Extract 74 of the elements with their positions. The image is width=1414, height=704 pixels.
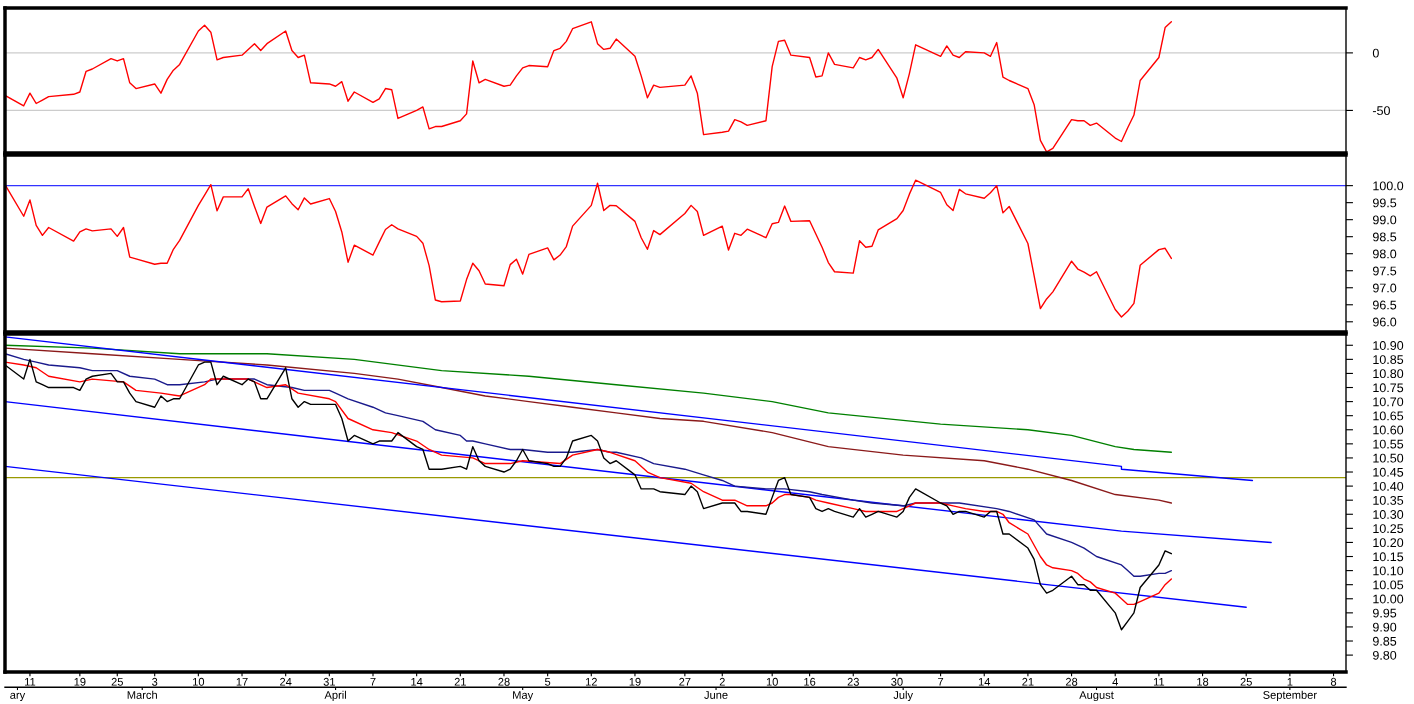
x-tick-label: 25 (1240, 677, 1252, 686)
x-tick-label: 5 (544, 677, 551, 686)
y-tick-label: -50 (1372, 106, 1390, 116)
y-tick-label: 10.65 (1373, 411, 1404, 421)
y-tick-label: 10.20 (1373, 538, 1404, 548)
x-tick-label: 23 (847, 677, 859, 686)
y-tick-label: 0 (1372, 48, 1379, 58)
y-tick-label: 97.5 (1372, 266, 1397, 276)
y-tick-label: 10.30 (1373, 510, 1404, 519)
x-tick-label: 30 (891, 677, 903, 686)
y-tick-label: 98.5 (1372, 232, 1397, 242)
y-tick-label: 9.95 (1372, 608, 1397, 618)
x-tick-label: 16 (804, 677, 816, 686)
x-tick-label: 17 (236, 677, 248, 686)
x-tick-label: 24 (280, 677, 292, 686)
x-tick-label: 28 (498, 677, 510, 686)
y-tick-label: 10.45 (1373, 467, 1404, 477)
x2-tick-label: March (127, 690, 157, 699)
x2-tick-label: May (513, 691, 534, 702)
x-tick-label: 4 (1112, 677, 1118, 686)
y-tick-label: 10.75 (1373, 383, 1404, 393)
x2-tick-label: June (704, 691, 728, 699)
y-tick-label: 10.40 (1373, 481, 1404, 491)
x-tick-label: 7 (370, 677, 376, 686)
y-tick-label: 100.0 (1373, 181, 1404, 191)
y-tick-label: 10.85 (1373, 355, 1404, 364)
x-tick-label: 25 (111, 677, 123, 686)
x-tick-label: 11 (1153, 677, 1165, 686)
y-tick-label: 10.50 (1373, 453, 1404, 463)
x-tick-label: 19 (629, 677, 641, 686)
y-tick-label: 9.80 (1372, 650, 1397, 660)
x-tick-label: 10 (766, 677, 778, 686)
x-tick-label: 7 (938, 677, 944, 686)
y-tick-label: 9.85 (1372, 636, 1397, 646)
x-tick-label: 8 (1330, 677, 1337, 686)
x2-tick-label: July (893, 690, 914, 702)
x2-tick-label: April (324, 690, 346, 702)
line-series (5, 336, 1254, 482)
x-tick-label: 14 (411, 677, 423, 686)
x-tick-label: 18 (1197, 677, 1209, 686)
y-tick-label: 96.0 (1372, 317, 1397, 327)
x-tick-label: 31 (323, 677, 335, 686)
x-tick-label: 1 (1287, 677, 1293, 686)
y-tick-label: 10.10 (1373, 566, 1404, 576)
y-tick-label: 9.90 (1372, 622, 1397, 632)
x-tick-label: 12 (585, 677, 597, 686)
y-tick-label: 10.00 (1373, 594, 1404, 604)
x-tick-label: 2 (719, 677, 725, 686)
y-tick-label: 10.55 (1373, 439, 1404, 449)
x-tick-label: 11 (25, 677, 36, 686)
y-tick-label: 10.25 (1373, 524, 1404, 533)
y-tick-label: 10.15 (1373, 552, 1404, 562)
y-tick-label: 10.60 (1373, 425, 1404, 435)
x-tick-label: 27 (679, 677, 691, 686)
y-tick-label: 10.80 (1373, 369, 1404, 379)
x-tick-label: 10 (193, 677, 205, 686)
y-tick-label: 98.0 (1372, 249, 1397, 259)
y-tick-label: 10.70 (1373, 397, 1404, 407)
x-tick-label: 21 (1022, 677, 1034, 686)
y-tick-label: 99.0 (1372, 215, 1397, 225)
y-tick-label: 99.5 (1372, 198, 1397, 208)
y-tick-label: 10.90 (1373, 341, 1404, 350)
x-tick-label: 21 (454, 677, 466, 686)
y-tick-label: 96.5 (1372, 300, 1397, 310)
x-tick-label: 19 (74, 677, 86, 686)
y-tick-label: 10.35 (1373, 495, 1404, 505)
x2-tick-label: ary (10, 692, 26, 702)
x-tick-label: 28 (1065, 677, 1078, 686)
x-tick-label: 3 (152, 677, 158, 686)
x2-tick-label: September (1263, 690, 1317, 702)
x2-tick-label: August (1079, 691, 1114, 702)
y-tick-label: 10.05 (1373, 580, 1404, 590)
y-tick-label: 97.0 (1372, 283, 1397, 293)
x-tick-label: 14 (978, 677, 991, 686)
